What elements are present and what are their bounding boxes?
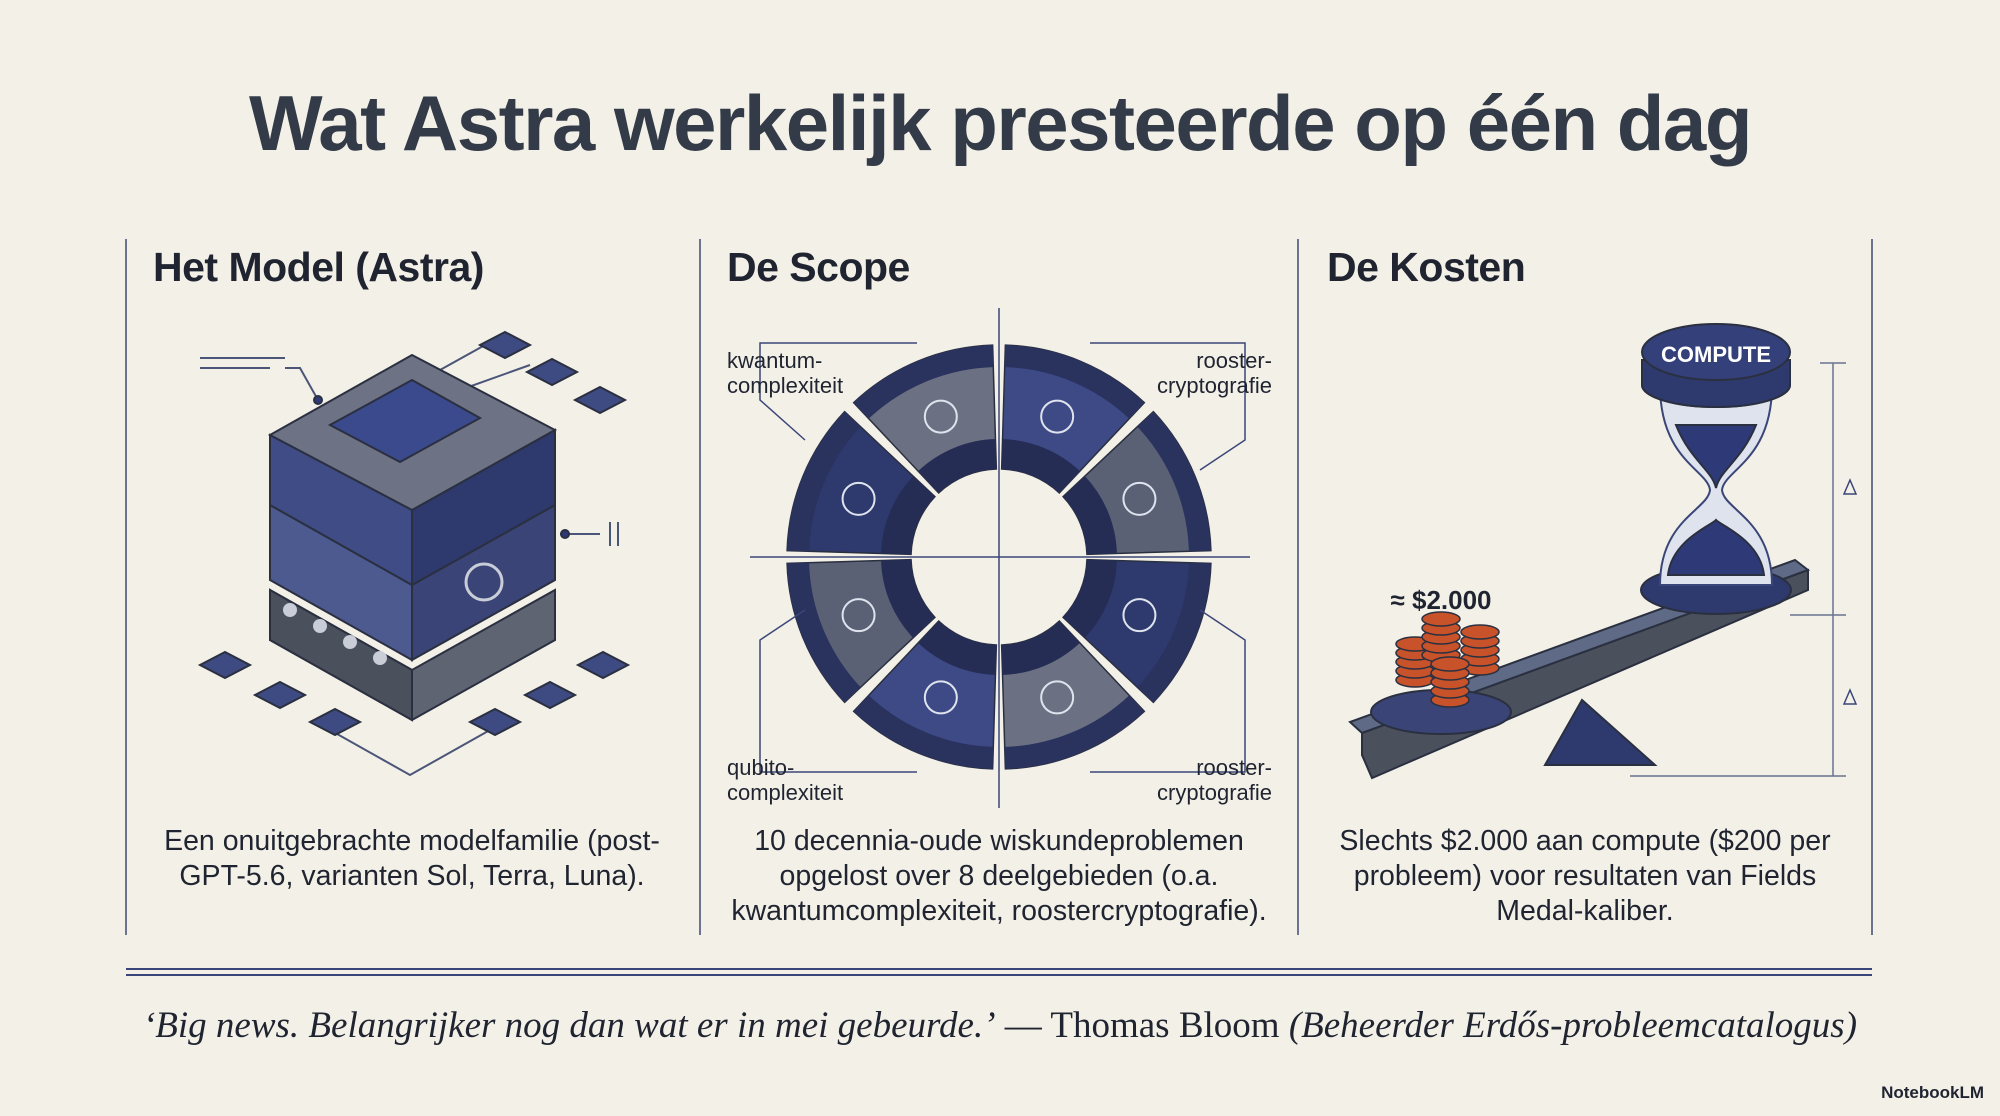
wheel-icon [923, 399, 958, 434]
wheel-icon [841, 481, 876, 516]
column-heading: De Scope [727, 244, 910, 290]
column-body: 10 decennia-oude wiskundeproblemen opgel… [731, 825, 1267, 927]
wheel-icon [841, 598, 876, 633]
label-line: complexiteit [727, 373, 844, 398]
wheel-inner-band [1063, 476, 1117, 555]
column-heading: De Kosten [1327, 244, 1526, 290]
wheel-outer-band [787, 411, 861, 552]
label-line: cryptografie [1157, 780, 1272, 805]
label-line: qubito- [727, 755, 795, 780]
title: Wat Astra werkelijk presteerde op één da… [249, 79, 1752, 167]
cost-label: ≈ $2.000 [1390, 585, 1491, 615]
column-body: Een onuitgebrachte modelfamilie (post-GP… [164, 825, 660, 892]
wheel-icon [923, 680, 958, 715]
quote-author: — Thomas Bloom [1004, 1005, 1280, 1046]
wheel-inner-band [1063, 559, 1117, 638]
wheel-outer-band [853, 345, 994, 419]
cost-illustration [1348, 323, 1858, 780]
label-line: rooster- [1196, 755, 1272, 780]
wheel-inner-band [918, 621, 997, 675]
wheel-outer-band [1004, 345, 1145, 419]
server-illustration [197, 330, 631, 777]
column-dividers [125, 239, 1873, 935]
wheel-inner-band [1001, 621, 1080, 675]
coin [1460, 624, 1500, 640]
double-rule [126, 968, 1872, 976]
wheel-outer-band [787, 562, 861, 703]
label-line: rooster- [1196, 348, 1272, 373]
wheel-label: qubito-complexiteit [727, 755, 843, 805]
wheel-outer-band [853, 695, 994, 769]
hourglass-label: COMPUTE [1661, 342, 1771, 367]
label-line: cryptografie [1157, 373, 1272, 398]
label-line: complexiteit [727, 780, 844, 805]
column-body: Slechts $2.000 aan compute ($200 per pro… [1339, 825, 1831, 927]
wheel-label: kwantum-complexiteit [727, 348, 843, 398]
wheel-inner-band [918, 439, 997, 493]
column-heading: Het Model (Astra) [153, 244, 484, 290]
coin [1430, 656, 1470, 672]
wheel-inner-band [881, 476, 935, 555]
wheel-icon [1040, 399, 1075, 434]
wheel-leaders [750, 308, 1250, 808]
wheel-icon [1122, 598, 1157, 633]
wheel-outer-band [1137, 411, 1211, 552]
wheel-outer-band [1004, 695, 1145, 769]
wheel-icon [1040, 680, 1075, 715]
brand: NotebookLM [1881, 1083, 1984, 1102]
label-line: kwantum- [727, 348, 823, 373]
coin [1421, 611, 1461, 627]
quote: ‘Big news. Belangrijker nog dan wat er i… [0, 1004, 2000, 1047]
wheel-icon [1122, 481, 1157, 516]
quote-text: ‘Big news. Belangrijker nog dan wat er i… [142, 1005, 996, 1046]
wheel-label: rooster-cryptografie [1157, 348, 1272, 398]
wheel-label: rooster-cryptografie [1157, 755, 1272, 805]
wheel-inner-band [881, 559, 935, 638]
wheel-outer-band [1137, 562, 1211, 703]
scope-wheel [786, 344, 1212, 770]
wheel-inner-band [1001, 439, 1080, 493]
quote-role: (Beheerder Erdős-probleemcatalogus) [1288, 1005, 1858, 1046]
